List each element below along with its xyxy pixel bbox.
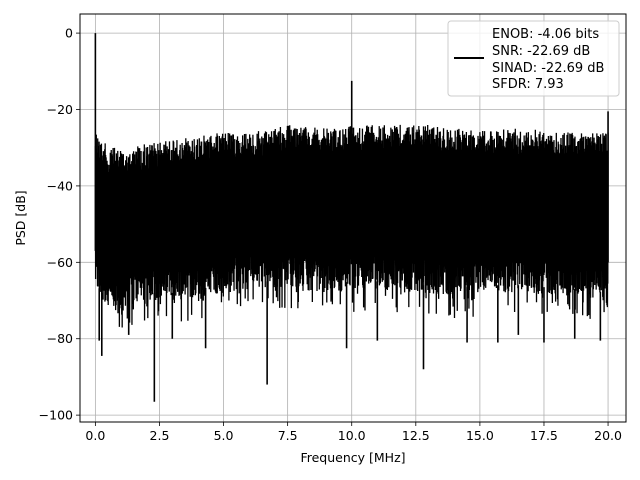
legend-entry-snr: SNR: -22.69 dB [492, 44, 590, 59]
axis-ticks: 0.0 2.5 5.0 7.5 10.0 12.5 15.0 17.5 20.0 0 −20 −40 −… [39, 26, 622, 443]
x-tick-label: 5.0 [214, 428, 234, 443]
legend: ENOB: -4.06 bits SNR: -22.69 dB SINAD: -… [447, 20, 620, 97]
x-tick-label: 10.0 [338, 428, 366, 443]
x-tick-label: 0.0 [85, 428, 105, 443]
psd-series [94, 33, 609, 402]
legend-entry-sinad: SINAD: -22.69 dB [492, 61, 604, 76]
x-tick-label: 12.5 [402, 428, 430, 443]
x-axis-label: Frequency [MHz] [300, 450, 405, 465]
plot-frame [79, 13, 627, 423]
x-tick-label: 2.5 [150, 428, 170, 443]
y-tick-label: −100 [39, 408, 73, 423]
y-tick-label: −40 [47, 178, 73, 193]
x-tick-label: 7.5 [278, 428, 298, 443]
x-tick-label: 15.0 [466, 428, 494, 443]
legend-entry-enob: ENOB: -4.06 bits [492, 27, 599, 42]
y-axis-label: PSD [dB] [13, 190, 28, 245]
y-tick-label: −80 [47, 331, 73, 346]
y-tick-label: −60 [47, 255, 73, 270]
legend-entry-sfdr: SFDR: 7.93 [492, 77, 564, 92]
y-tick-label: 0 [65, 26, 73, 41]
y-tick-label: −20 [47, 102, 73, 117]
x-tick-label: 17.5 [530, 428, 558, 443]
x-tick-label: 20.0 [594, 428, 622, 443]
legend-box [447, 20, 620, 97]
